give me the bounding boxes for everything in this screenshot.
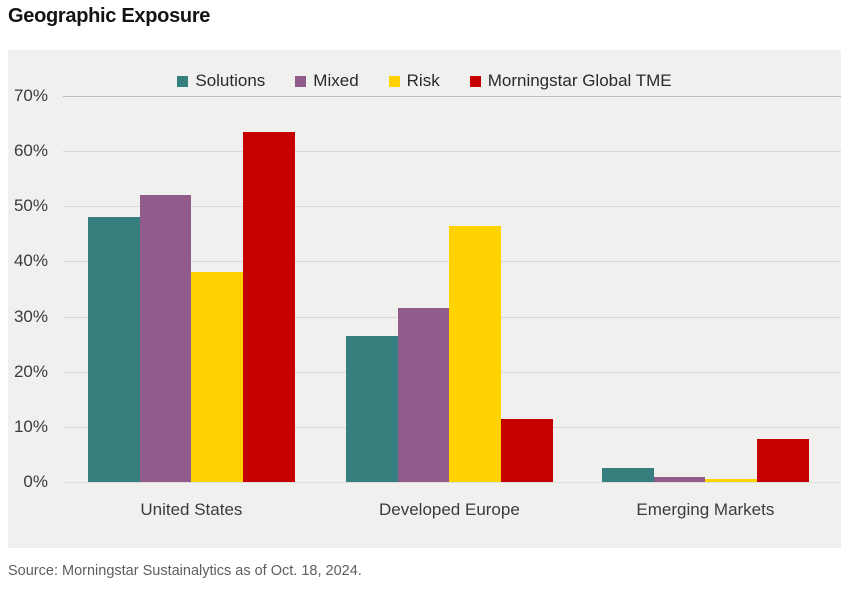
source-note: Source: Morningstar Sustainalytics as of… xyxy=(8,563,362,579)
bar-mixed-1 xyxy=(139,195,192,482)
bar-morningstar-global-tme-2 xyxy=(501,418,553,482)
x-category-label: Emerging Markets xyxy=(636,500,775,519)
y-tick-label: 10% xyxy=(13,416,48,436)
bar-group-2 xyxy=(346,225,553,482)
y-tick-label: 40% xyxy=(13,251,48,271)
bar-risk-2 xyxy=(449,225,502,482)
bar-solutions-3 xyxy=(602,468,654,482)
legend-label: Mixed xyxy=(313,71,359,90)
x-category-label: Developed Europe xyxy=(378,500,520,519)
bar-solutions-2 xyxy=(346,335,398,482)
chart-panel: Solutions Mixed Risk Morningstar Global TME… xyxy=(8,50,841,548)
plot-area xyxy=(63,96,841,483)
legend-item-3: Risk xyxy=(388,71,440,91)
bar-solutions-1 xyxy=(88,217,140,482)
gridline xyxy=(63,206,841,208)
y-tick-label: 50% xyxy=(13,196,48,216)
bar-mixed-2 xyxy=(397,308,450,482)
bar-risk-3 xyxy=(705,479,758,482)
legend-item-4: Morningstar Global TME xyxy=(469,71,672,91)
legend-swatch-icon xyxy=(469,75,481,87)
legend-swatch-icon xyxy=(388,75,400,87)
y-tick-label: 70% xyxy=(13,86,48,105)
legend: Solutions Mixed Risk Morningstar Global TME xyxy=(8,70,841,92)
legend-swatch-icon xyxy=(295,75,307,87)
gridline xyxy=(63,151,841,153)
legend-swatch-icon xyxy=(177,75,189,87)
legend-item-1: Solutions xyxy=(177,71,265,91)
gridline xyxy=(63,96,841,97)
legend-item-2: Mixed xyxy=(295,71,359,91)
chart-title: Geographic Exposure xyxy=(8,5,211,27)
x-category-label: United States xyxy=(140,500,243,519)
y-tick-label: 30% xyxy=(13,306,48,326)
y-tick-label: 20% xyxy=(13,361,48,381)
legend-label: Solutions xyxy=(195,71,266,90)
bar-risk-1 xyxy=(191,272,244,482)
bar-mixed-3 xyxy=(653,476,706,482)
bar-morningstar-global-tme-1 xyxy=(243,131,295,482)
y-tick-label: 0% xyxy=(23,472,48,491)
bar-group-1 xyxy=(88,131,295,482)
gridline xyxy=(63,482,841,483)
bar-group-3 xyxy=(602,439,809,482)
legend-label: Morningstar Global TME xyxy=(487,71,672,90)
y-tick-label: 60% xyxy=(13,141,48,161)
bar-morningstar-global-tme-3 xyxy=(757,439,809,482)
legend-label: Risk xyxy=(406,71,440,90)
